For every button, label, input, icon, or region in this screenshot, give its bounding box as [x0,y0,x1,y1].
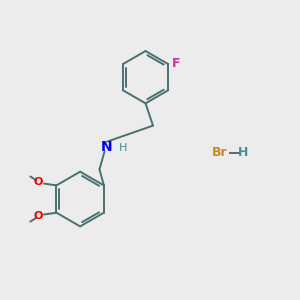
Text: O: O [34,211,43,221]
Text: Br: Br [212,146,228,160]
Text: F: F [172,57,181,70]
Text: O: O [34,177,43,187]
Text: H: H [119,143,127,153]
Text: N: N [101,140,113,154]
Text: H: H [238,146,248,160]
